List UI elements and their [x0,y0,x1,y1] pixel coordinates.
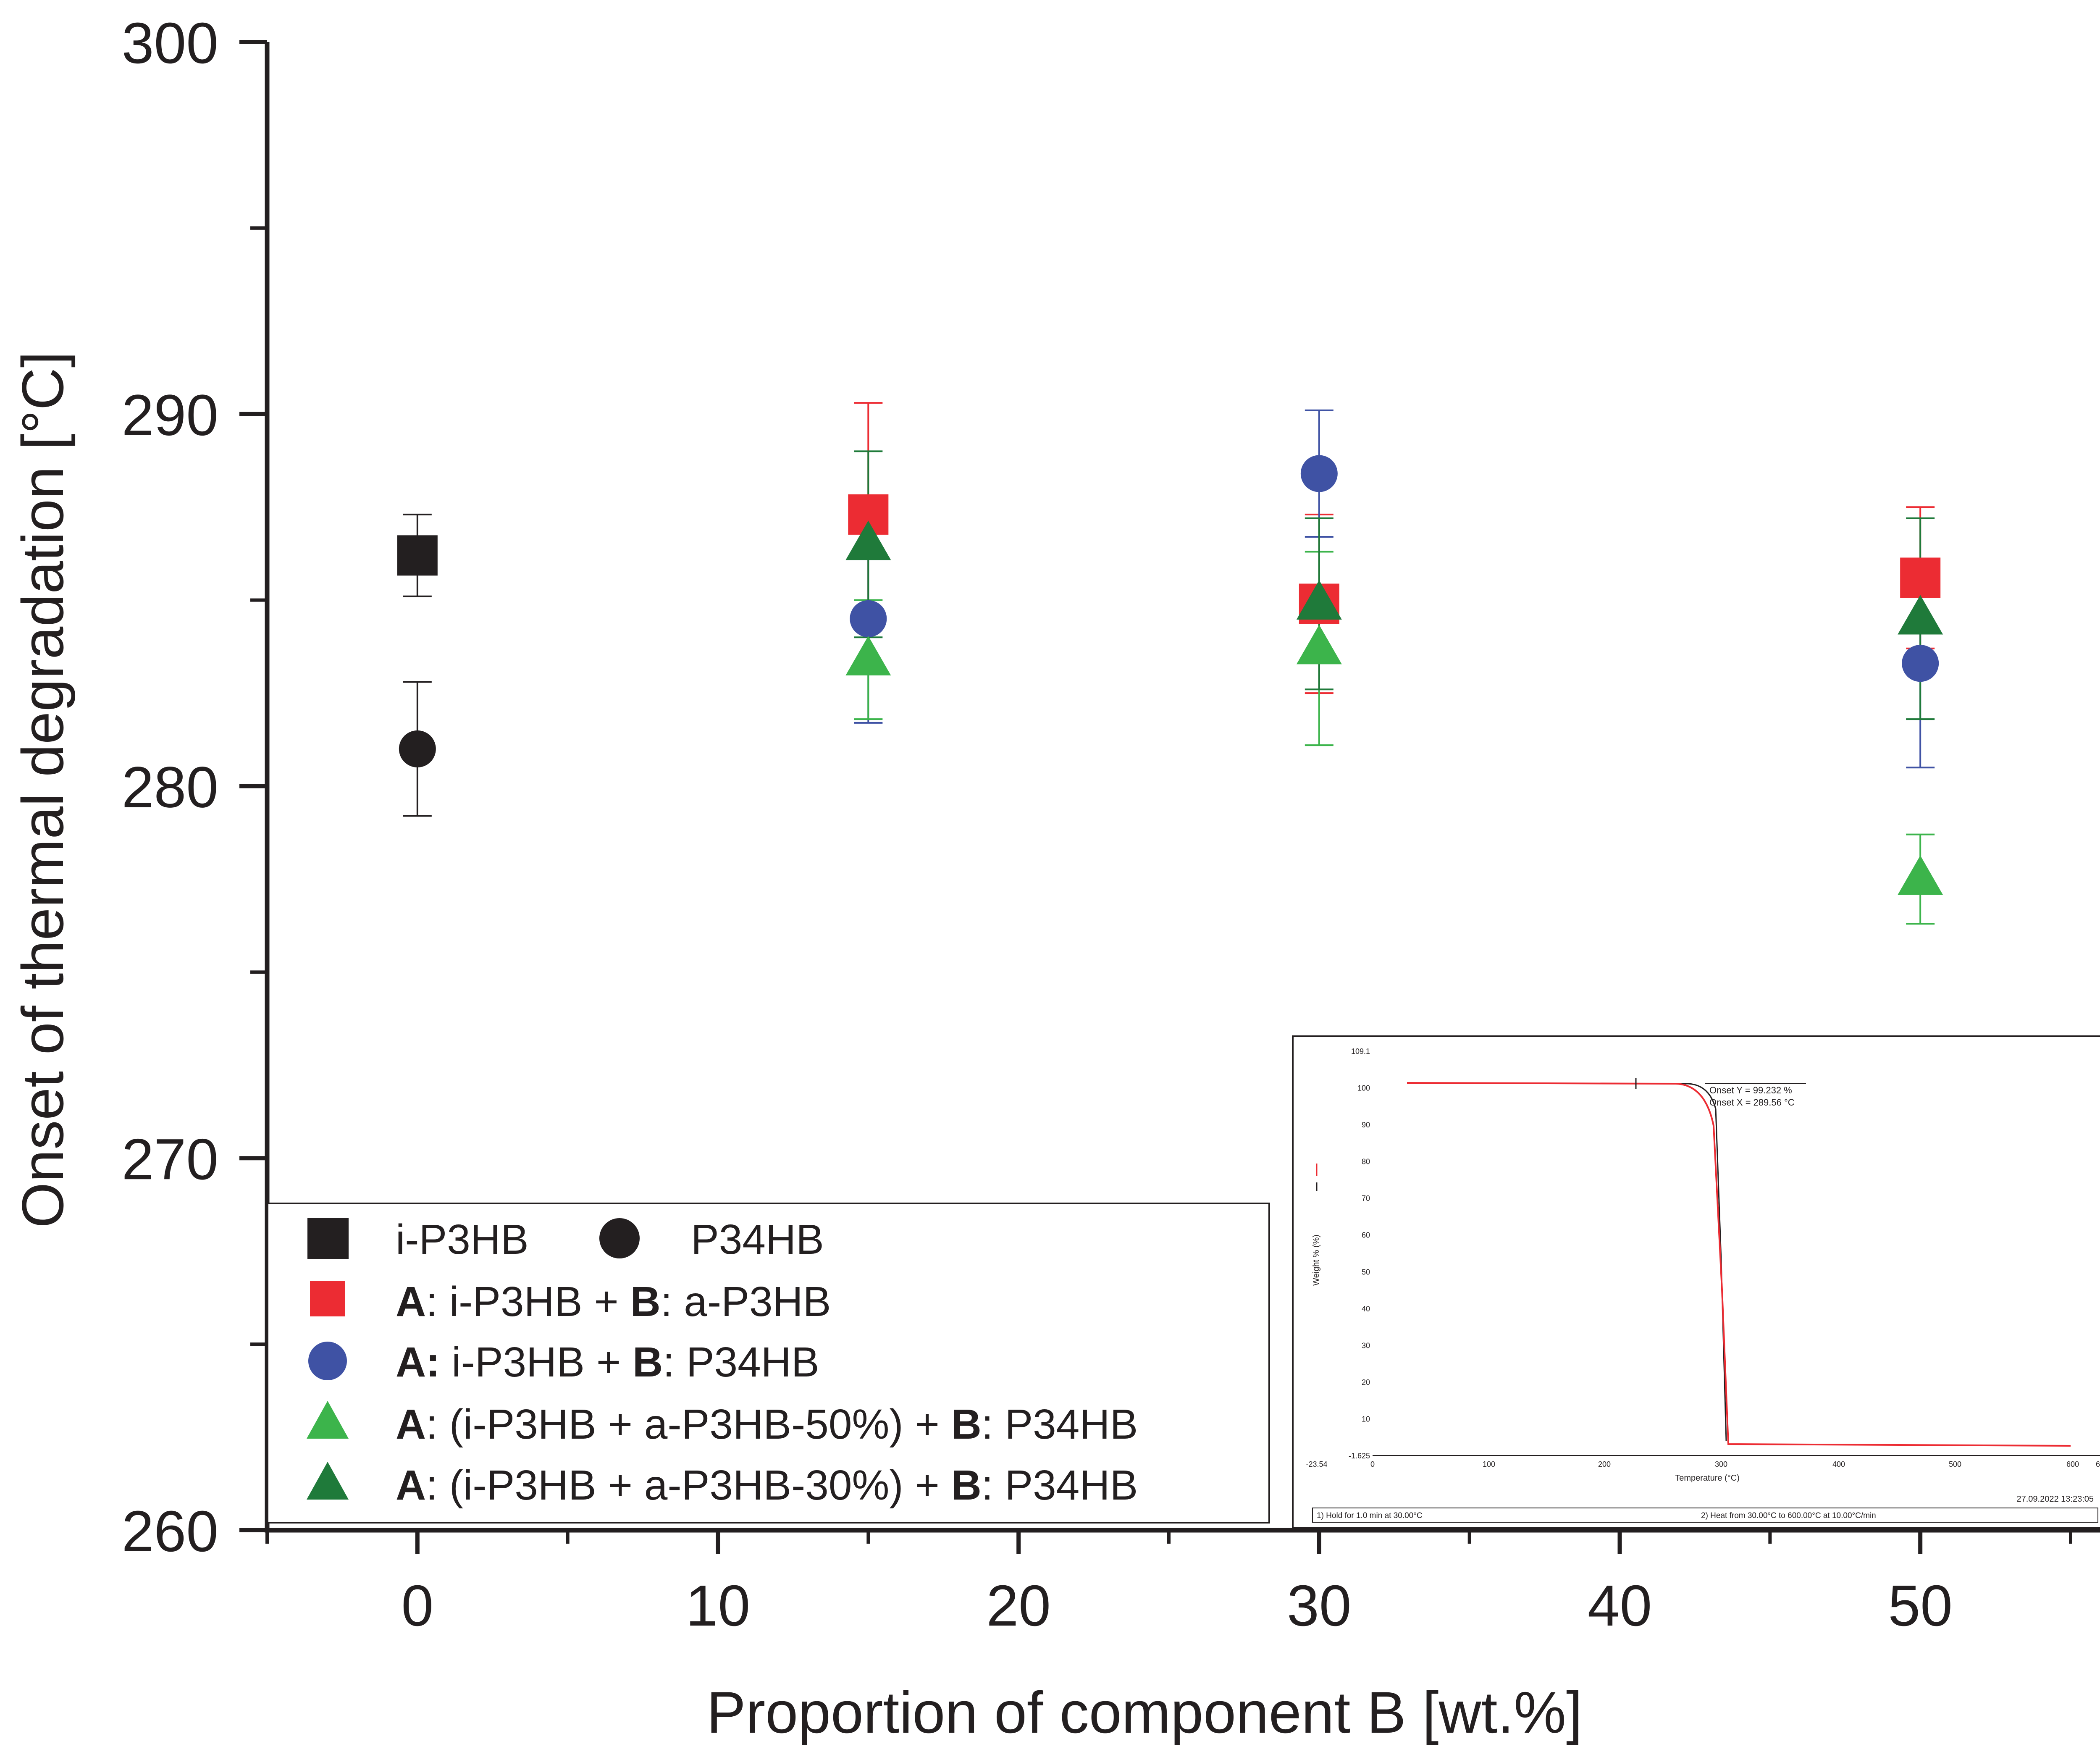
inset-black-curve [1407,1082,1727,1441]
legend-label-p34hb: P34HB [691,1216,824,1263]
legend-marker-p34hb [599,1218,640,1258]
data-point-blendB [1300,455,1338,492]
inset-x-tick-label: 300 [1715,1460,1727,1468]
data-point-blendD [1296,580,1342,620]
inset-x-tick-label: 600 [2066,1460,2079,1468]
legend-label-blendA: A: i-P3HB + B: a-P3HB [396,1278,831,1325]
data-point-blendA [1900,557,1941,598]
x-tick-label: 20 [986,1573,1051,1638]
inset-y-tick-label: 60 [1362,1231,1370,1240]
y-tick-label: 300 [122,11,218,76]
x-tick-label: 0 [401,1573,433,1638]
inset-y-tick-label: 30 [1362,1341,1370,1350]
y-axis-title: Onset of thermal degradation [°C] [10,351,76,1228]
inset-y-ticks: 109.1 100 90 80 70 60 50 40 30 20 10 -1.625 [1349,1047,1370,1460]
legend-marker-ip3hb [307,1218,349,1259]
inset-step-1: 1) Hold for 1.0 min at 30.00°C [1317,1511,1423,1520]
legend-marker-blendB [308,1342,347,1380]
inset-x-tick-label: 100 [1483,1460,1495,1468]
legend-box [267,1203,1270,1523]
inset-y-tick-label: 109.1 [1351,1047,1370,1056]
inset-y-tick-label: -1.625 [1349,1452,1370,1460]
x-tick-label: 50 [1888,1573,1953,1638]
inset-step-2: 2) Heat from 30.00°C to 600.00°C at 10.0… [1701,1511,1876,1520]
data-point-blendC [1296,625,1342,665]
inset-x-tick-label: -23.54 [1306,1460,1327,1468]
y-tick-label: 260 [122,1499,218,1564]
legend-marker-blendC [307,1401,349,1439]
inset-x-tick-label: 0 [1370,1460,1375,1468]
inset-y-label: Weight % (%) [1312,1235,1321,1286]
inset-onset-y: Onset Y = 99.232 % [1709,1085,1792,1095]
legend-label-ip3hb: i-P3HB [396,1216,529,1263]
inset-steps-box [1312,1508,2098,1523]
data-point-blendD [845,520,891,560]
inset-tga-plot: 109.1 100 90 80 70 60 50 40 30 20 10 -1.625 -23.54 0… [1292,1035,2100,1529]
errorbars-layer [403,402,1935,925]
inset-timestamp: 27.09.2022 13:23:05 [2016,1495,2094,1504]
x-tick-label: 30 [1287,1573,1352,1638]
legend-label-blendD: A: (i-P3HB + a-P3HB-30%) + B: P34HB [396,1462,1138,1509]
data-point-blendC [845,636,891,675]
inset-onset-x: Onset X = 289.56 °C [1709,1097,1795,1108]
inset-y-tick-label: 70 [1362,1194,1370,1203]
inset-y-tick-label: 10 [1362,1415,1370,1423]
x-tick-label: 10 [686,1573,751,1638]
inset-x-tick-label: 400 [1832,1460,1845,1468]
inset-red-curve [1407,1082,2071,1447]
inset-y-tick-label: 40 [1362,1305,1370,1313]
inset-y-tick-label: 80 [1362,1158,1370,1166]
markers-layer [397,455,1943,895]
inset-y-tick-label: 100 [1357,1084,1370,1093]
inset-y-tick-label: 20 [1362,1378,1370,1387]
y-tick-label: 280 [122,755,218,820]
legend-marker-blendA [310,1281,345,1316]
x-tick-label: 40 [1588,1573,1652,1638]
inset-y-tick-label: 90 [1362,1121,1370,1129]
y-tick-label: 270 [122,1127,218,1192]
legend-label-blendC: A: (i-P3HB + a-P3HB-50%) + B: P34HB [396,1401,1138,1448]
inset-y-tick-label: 50 [1362,1268,1370,1276]
inset-frame [1292,1035,2100,1529]
legend-label-blendB: A: i-P3HB + B: P34HB [396,1339,819,1386]
data-point-blendD [1898,595,1943,635]
legend-marker-blendD [307,1462,349,1500]
inset-x-ticks: -23.54 0 100 200 300 400 500 600 620 [1306,1460,2100,1468]
data-point-blendC [1898,855,1943,895]
legend: i-P3HB P34HB A: i-P3HB + B: a-P3HB A: i-… [267,1203,1270,1523]
inset-x-tick-label: 500 [1949,1460,1961,1468]
y-tick-label: 290 [122,383,218,448]
data-point-ip3hb [397,535,438,576]
data-point-blendB [850,600,887,637]
inset-x-label: Temperature (°C) [1675,1474,1740,1483]
inset-x-tick-label: 200 [1598,1460,1611,1468]
x-axis-title: Proportion of component B [wt.%] [706,1679,1583,1745]
data-point-blendB [1902,645,1939,682]
inset-x-tick-label: 620 [2096,1460,2100,1468]
data-point-p34hb [399,730,436,767]
